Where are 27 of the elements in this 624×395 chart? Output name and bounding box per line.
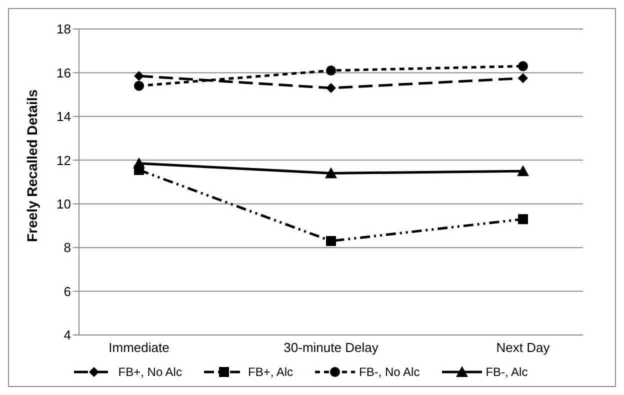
point (518, 61, 528, 72)
point (326, 83, 336, 94)
point (326, 236, 336, 246)
point (134, 70, 144, 81)
x-tick-label: Next Day (496, 340, 550, 356)
point (518, 214, 528, 224)
point (326, 66, 336, 76)
legend-label: FB-, Alc (486, 365, 528, 379)
y-tick-label: 8 (64, 240, 71, 256)
y-axis-title: Freely Recalled Details (24, 89, 40, 242)
y-tick-label: 12 (56, 152, 71, 168)
point (325, 167, 337, 178)
y-tick-label: 4 (64, 328, 71, 343)
legend-label: FB-, No Alc (359, 365, 420, 379)
legend-label: FB+, Alc (248, 365, 294, 379)
point (518, 73, 528, 84)
point (133, 157, 145, 168)
y-tick-label: 6 (64, 284, 71, 299)
legend-label: FB+, No Alc (118, 365, 182, 379)
x-tick-label: 30-minute Delay (284, 340, 379, 356)
y-tick-label: 10 (56, 196, 71, 212)
point (134, 80, 144, 91)
point (517, 165, 529, 176)
y-tick-label: 14 (56, 109, 71, 124)
y-tick-label: 16 (56, 65, 71, 80)
x-tick-label: Immediate (108, 340, 170, 356)
y-tick-label: 18 (56, 22, 71, 37)
